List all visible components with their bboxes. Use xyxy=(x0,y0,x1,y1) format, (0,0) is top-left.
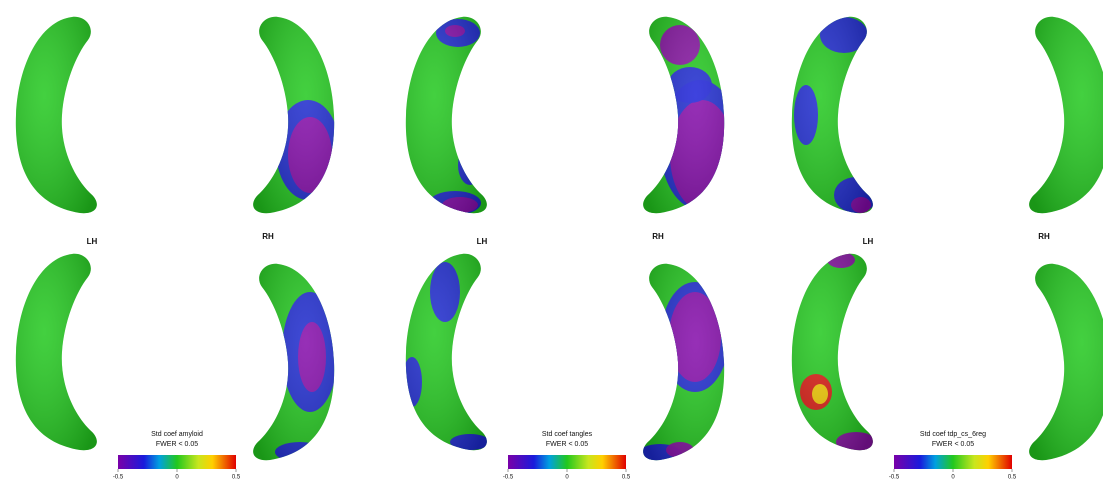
colorbar-title: Std coef tangles xyxy=(542,431,593,438)
hemisphere-label: LH xyxy=(863,237,874,246)
colorbar xyxy=(894,455,1012,469)
colorbar-tick-label: 0 xyxy=(951,475,955,481)
hemisphere-label: LH xyxy=(87,237,98,246)
hippocampus-surface xyxy=(1029,16,1103,214)
hemisphere-label: RH xyxy=(652,232,664,241)
surface-shading xyxy=(791,16,873,214)
colorbar-title: Std coef amyloid xyxy=(151,431,203,438)
colorbar-tick-label: 0.5 xyxy=(1008,475,1017,481)
hippocampus-surface xyxy=(791,16,873,214)
surface-shading xyxy=(253,263,335,461)
colorbar-tick-label: 0.5 xyxy=(232,475,241,481)
colorbar xyxy=(118,455,236,469)
colorbar-tick-label: 0 xyxy=(565,475,569,481)
hippocampus-surface xyxy=(15,16,97,214)
hemisphere-label: RH xyxy=(262,232,274,241)
hippocampus-surface xyxy=(405,253,487,451)
hippocampus-surface xyxy=(643,16,725,214)
hippocampus-surface xyxy=(253,263,335,461)
surface-shading xyxy=(405,16,487,214)
surface-shading xyxy=(253,16,335,214)
surface-shading xyxy=(1029,16,1103,214)
colorbar-title: Std coef tdp_cs_6reg xyxy=(920,431,986,438)
surface-shading xyxy=(405,253,487,451)
surface-shading xyxy=(15,253,97,451)
colorbar-subtitle: FWER < 0.05 xyxy=(156,441,198,448)
colorbar-tick-label: -0.5 xyxy=(113,475,124,481)
surface-shading xyxy=(643,16,725,214)
surface-shading xyxy=(791,253,873,451)
hippocampus-surface xyxy=(791,253,873,451)
hippocampus-surface xyxy=(253,16,335,214)
colorbar-subtitle: FWER < 0.05 xyxy=(546,441,588,448)
colorbar-subtitle: FWER < 0.05 xyxy=(932,441,974,448)
surface-shading xyxy=(643,263,725,461)
hippocampus-surface xyxy=(1029,263,1103,461)
colorbar-tick-label: 0.5 xyxy=(622,475,631,481)
hippocampus-surface xyxy=(405,16,487,214)
colorbar xyxy=(508,455,626,469)
surface-shading xyxy=(15,16,97,214)
hemisphere-label: RH xyxy=(1038,232,1050,241)
hippocampus-surface xyxy=(15,253,97,451)
colorbar-tick-label: -0.5 xyxy=(889,475,900,481)
hemisphere-label: LH xyxy=(477,237,488,246)
colorbar-tick-label: -0.5 xyxy=(503,475,514,481)
surface-shading xyxy=(1029,263,1103,461)
colorbar-tick-label: 0 xyxy=(175,475,179,481)
hippocampus-surface xyxy=(643,263,725,461)
